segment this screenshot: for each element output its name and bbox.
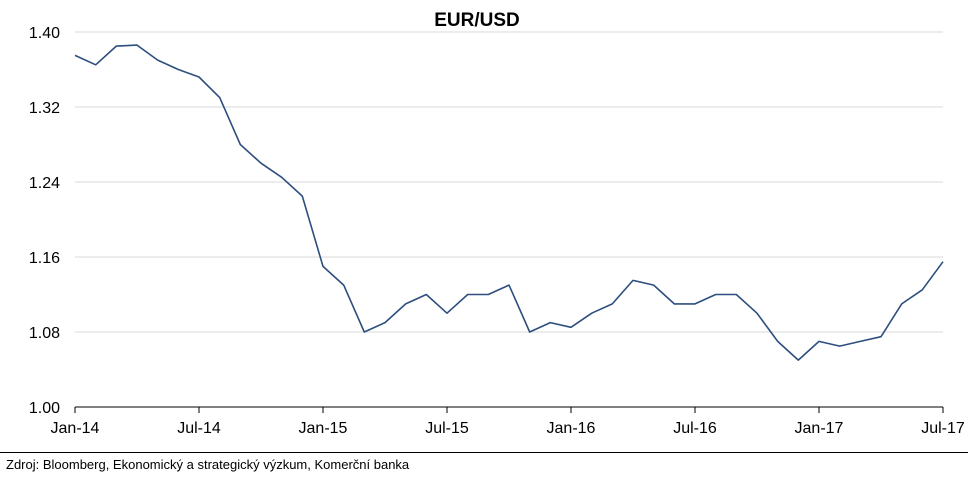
x-tick-label: Jan-15 [299,420,348,437]
y-tick-label: 1.40 [29,25,60,42]
y-tick-label: 1.00 [29,400,60,417]
x-tick-label: Jul-17 [921,420,965,437]
x-tick-label: Jul-15 [425,420,469,437]
x-tick-label: Jul-16 [673,420,717,437]
x-tick-label: Jul-14 [177,420,221,437]
y-tick-label: 1.24 [29,175,60,192]
source-divider [0,452,968,453]
x-tick-label: Jan-17 [795,420,844,437]
chart-title: EUR/USD [434,10,520,31]
y-tick-label: 1.08 [29,325,60,342]
y-tick-label: 1.16 [29,250,60,267]
y-axis-ticks: 1.00 1.08 1.16 1.24 1.32 1.40 [29,25,60,417]
x-tick-label: Jan-16 [547,420,596,437]
x-tick-label: Jan-14 [51,420,100,437]
series-line [74,44,944,361]
plot-area [74,44,944,361]
gridlines [75,31,943,333]
y-tick-label: 1.32 [29,100,60,117]
x-axis-ticks: Jan-14 Jul-14 Jan-15 Jul-15 Jan-16 Jul-16 Jan-… [51,407,965,437]
eurusd-line-chart: EUR/USD 1.001.081.161.241.321.40 Jan-14 J… [29,10,965,437]
source-note: Zdroj: Bloomberg, Ekonomický a strategic… [6,457,410,472]
